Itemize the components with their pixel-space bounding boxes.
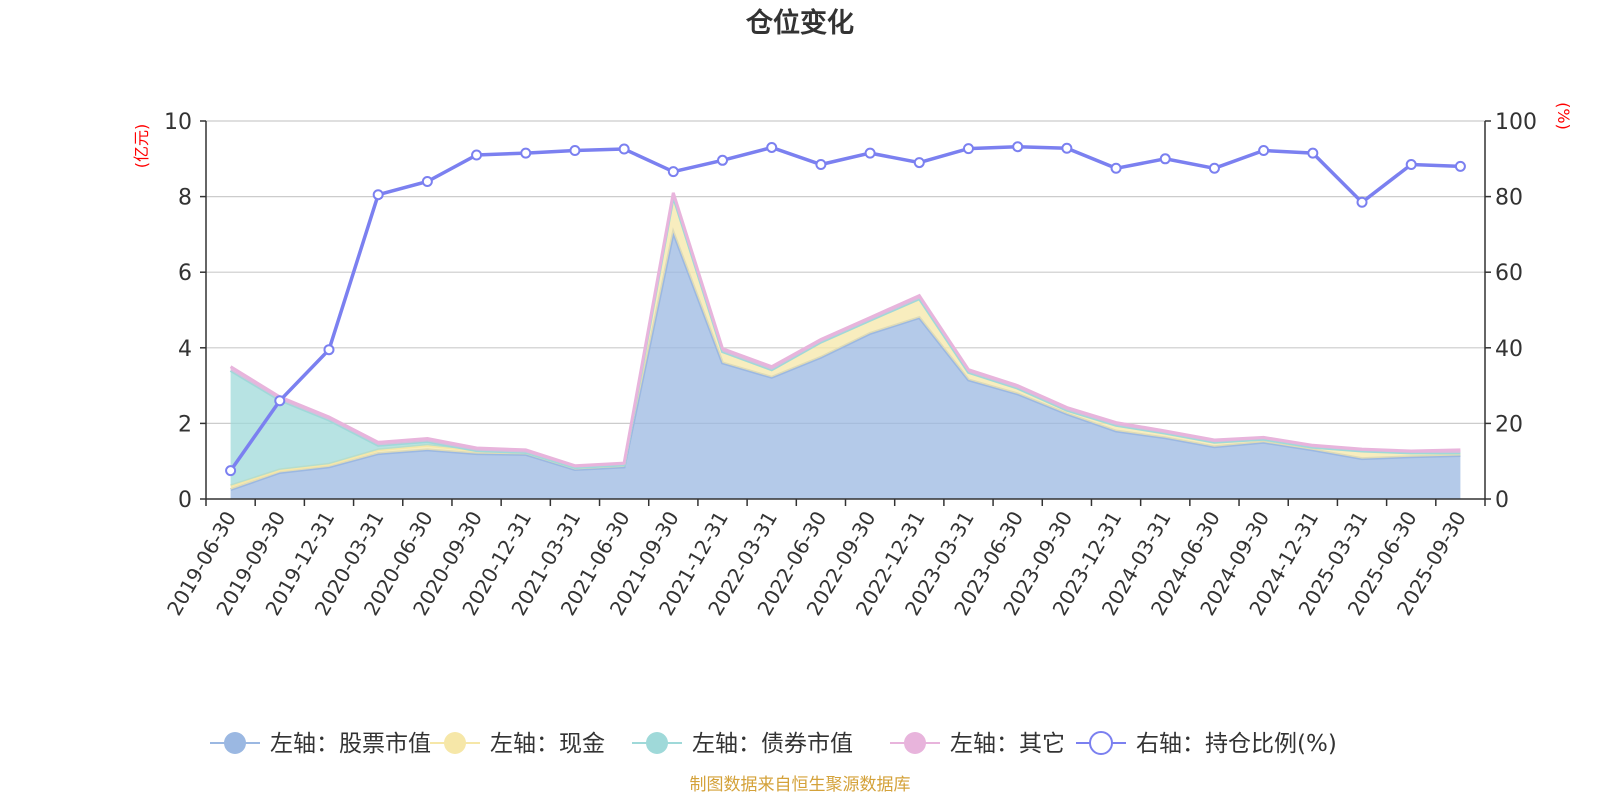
position-ratio-point bbox=[1258, 144, 1270, 156]
position-ratio-point bbox=[717, 154, 729, 166]
area-series bbox=[230, 192, 1461, 468]
left-axis-tick-label: 6 bbox=[178, 261, 192, 286]
area-series bbox=[230, 196, 1461, 486]
legend-swatch-marker bbox=[646, 732, 668, 754]
grid-lines bbox=[206, 120, 1485, 424]
left-axis-tick-label: 0 bbox=[178, 488, 192, 513]
left-axis-tick-label: 4 bbox=[178, 337, 192, 362]
position-ratio-point bbox=[372, 189, 384, 201]
position-ratio-point bbox=[667, 166, 679, 178]
area-series bbox=[230, 232, 1461, 499]
position-ratio-point bbox=[1159, 153, 1171, 165]
position-ratio-point bbox=[274, 395, 286, 407]
position-ratio-line-layer bbox=[225, 141, 1466, 477]
legend-swatch-marker bbox=[1089, 731, 1113, 755]
left-axis-tick-label: 10 bbox=[164, 110, 192, 135]
position-ratio-point bbox=[618, 143, 630, 155]
legend-label: 左轴：现金 bbox=[490, 731, 605, 757]
position-ratio-point bbox=[1061, 142, 1073, 154]
legend-item: 右轴：持仓比例(%) bbox=[1076, 731, 1337, 757]
chart-title: 仓位变化 bbox=[745, 7, 854, 39]
position-ratio-point bbox=[1307, 147, 1319, 159]
position-ratio-point bbox=[913, 157, 925, 169]
position-ratio-point bbox=[815, 158, 827, 170]
legend-label: 右轴：持仓比例(%) bbox=[1136, 731, 1337, 757]
position-ratio-point bbox=[1110, 162, 1122, 174]
right-axis-tick-label: 20 bbox=[1495, 412, 1523, 437]
legend-label: 左轴：债券市值 bbox=[692, 731, 853, 757]
position-ratio-point bbox=[1405, 158, 1417, 170]
position-ratio-point bbox=[569, 144, 581, 156]
position-ratio-point bbox=[1454, 160, 1466, 172]
position-ratio-point bbox=[1012, 141, 1024, 153]
legend-item: 左轴：债券市值 bbox=[632, 731, 853, 757]
position-ratio-point bbox=[766, 141, 778, 153]
position-ratio-point bbox=[471, 149, 483, 161]
legend-label: 左轴：股票市值 bbox=[270, 731, 431, 757]
source-note: 制图数据来自恒生聚源数据库 bbox=[690, 775, 911, 795]
legend-item: 左轴：现金 bbox=[430, 731, 605, 757]
left-axis-tick-label: 8 bbox=[178, 186, 192, 211]
legend-item: 左轴：其它 bbox=[890, 731, 1065, 757]
area-series bbox=[230, 196, 1461, 490]
legend: 左轴：股票市值 左轴：现金 左轴：债券市值 左轴：其它 右轴：持仓比例(%) bbox=[210, 731, 1337, 757]
position-ratio-point bbox=[323, 344, 335, 356]
area-series-edge bbox=[229, 192, 1461, 468]
position-ratio-point bbox=[225, 465, 237, 477]
legend-item: 左轴：股票市值 bbox=[210, 731, 431, 757]
legend-swatch-marker bbox=[904, 732, 926, 754]
position-ratio-point bbox=[962, 143, 974, 155]
position-ratio-point bbox=[421, 175, 433, 187]
right-axis-tick-label: 60 bbox=[1495, 261, 1523, 286]
right-axis-tick-label: 100 bbox=[1495, 110, 1537, 135]
legend-label: 左轴：其它 bbox=[950, 731, 1065, 757]
left-axis-unit: (亿元) bbox=[132, 124, 151, 169]
right-axis-tick-label: 40 bbox=[1495, 337, 1523, 362]
stacked-areas bbox=[229, 192, 1461, 499]
position-ratio-point bbox=[864, 147, 876, 159]
right-axis-unit: (%) bbox=[1554, 102, 1573, 130]
left-axis-tick-label: 2 bbox=[178, 412, 192, 437]
position-ratio-point bbox=[520, 147, 532, 159]
legend-swatch-marker bbox=[444, 732, 466, 754]
position-ratio-point bbox=[1356, 196, 1368, 208]
right-axis-tick-label: 80 bbox=[1495, 186, 1523, 211]
right-axis-tick-label: 0 bbox=[1495, 488, 1509, 513]
position-ratio-point bbox=[1208, 162, 1220, 174]
position-ratio-line bbox=[229, 144, 1461, 472]
legend-swatch-marker bbox=[224, 732, 246, 754]
